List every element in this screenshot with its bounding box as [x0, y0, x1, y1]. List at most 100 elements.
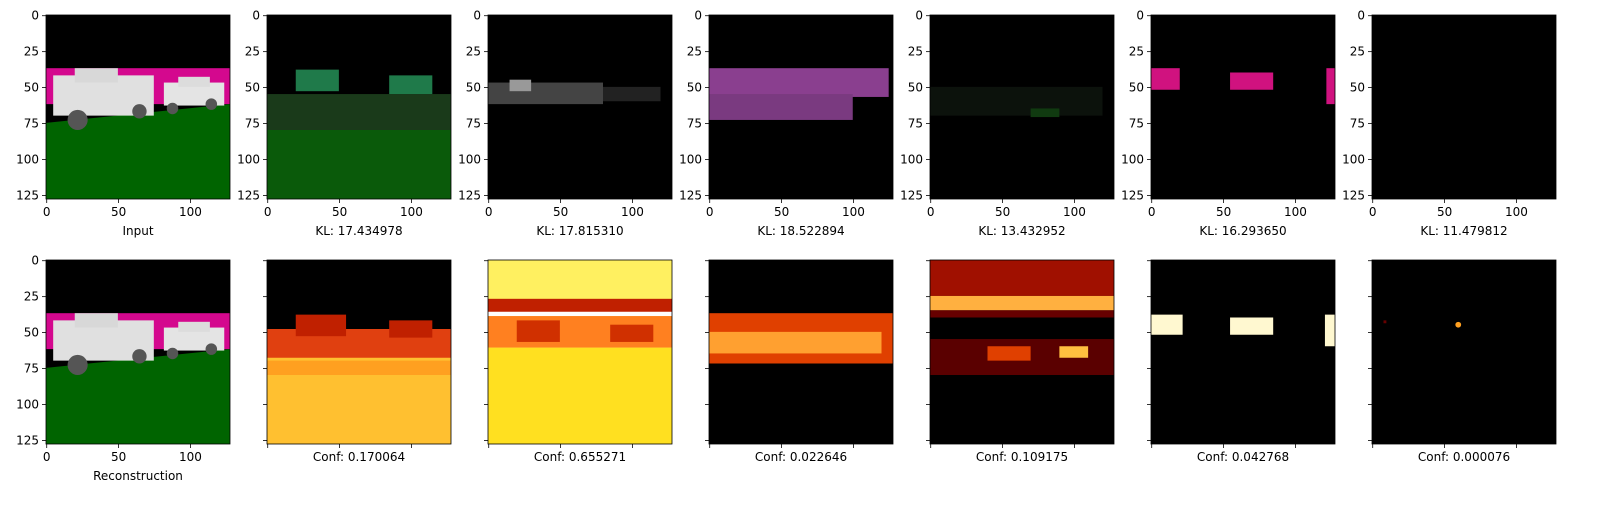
y-tick-label: 25: [1350, 45, 1365, 59]
y-tick-label: 50: [687, 81, 702, 95]
pixel-region: [205, 343, 218, 355]
pixel-region: [1230, 72, 1274, 90]
panel: 0 50 100 0 25 50 75 100 125 KL: 13.432952: [900, 9, 1115, 238]
y-tick-label: 50: [1350, 81, 1365, 95]
image: [1372, 15, 1556, 199]
y-tick-label: 75: [687, 117, 702, 131]
image: [930, 15, 1114, 199]
x-tick-label: 0: [706, 205, 714, 219]
panel: 0 50 100 0 25 50 75 100 125 KL: 18.522894: [679, 9, 894, 238]
x-tick-label: 50: [995, 205, 1010, 219]
x-axis-label: Conf: 0.022646: [755, 450, 847, 464]
pixel-region: [178, 321, 210, 332]
x-axis-label: Conf: 0.042768: [1197, 450, 1289, 464]
axes-frame: [487, 259, 673, 445]
pixel-region: [205, 98, 218, 110]
image: [267, 15, 451, 199]
x-tick-label: 100: [1063, 205, 1086, 219]
axes-frame: [1150, 259, 1336, 445]
y-tick-label: 0: [1357, 9, 1365, 23]
panel: Conf: 0.042768: [1147, 259, 1336, 464]
pixel-region: [930, 260, 1114, 296]
pixel-region: [1455, 321, 1462, 328]
axes-frame: [266, 259, 452, 445]
pixel-region: [295, 69, 339, 92]
panel: 0 50 100 0 25 50 75 100 125 KL: 17.815310: [458, 9, 673, 238]
pixel-region: [1372, 15, 1556, 199]
x-axis-label: KL: 18.522894: [757, 224, 844, 238]
pixel-region: [930, 310, 1114, 318]
pixel-region: [930, 86, 1103, 116]
y-tick-label: 0: [31, 9, 39, 23]
pixel-region: [1151, 68, 1180, 90]
image: [46, 260, 230, 444]
pixel-region: [1324, 314, 1335, 347]
panel: 0 50 100 0 25 50 75 100 125 KL: 11.479812: [1342, 9, 1557, 238]
x-tick-label: 100: [1284, 205, 1307, 219]
y-tick-label: 75: [466, 117, 481, 131]
y-tick-label: 100: [237, 152, 260, 166]
image: [1151, 15, 1335, 199]
axes-frame: [708, 14, 894, 200]
x-tick-label: 50: [1216, 205, 1231, 219]
x-tick-label: 100: [621, 205, 644, 219]
x-tick-label: 100: [179, 205, 202, 219]
x-tick-label: 0: [43, 450, 51, 464]
x-axis-label: KL: 11.479812: [1420, 224, 1507, 238]
pixel-region: [1030, 108, 1060, 118]
pixel-region: [267, 360, 451, 375]
x-axis-label: Input: [122, 224, 153, 238]
y-tick-label: 50: [24, 326, 39, 340]
y-tick-label: 25: [245, 45, 260, 59]
y-tick-label: 75: [24, 117, 39, 131]
image: [46, 15, 230, 199]
x-tick-label: 50: [332, 205, 347, 219]
y-tick-label: 25: [24, 45, 39, 59]
panel: 0 50 100 0 25 50 75 100 125 KL: 16.293650: [1121, 9, 1336, 238]
pixel-region: [488, 347, 672, 444]
y-tick-label: 100: [679, 152, 702, 166]
pixel-region: [389, 75, 433, 95]
image: [709, 15, 893, 199]
panel: 0 50 100 0 25 50 75 100 125 Reconstruction: [16, 254, 231, 483]
pixel-region: [178, 76, 210, 87]
x-tick-label: 100: [1505, 205, 1528, 219]
pixel-region: [1151, 15, 1335, 199]
y-tick-label: 100: [900, 152, 923, 166]
axes-frame: [1150, 14, 1336, 200]
pixel-region: [1059, 346, 1089, 358]
y-tick-label: 0: [473, 9, 481, 23]
pixel-region: [74, 68, 118, 83]
x-tick-label: 50: [1437, 205, 1452, 219]
x-axis-label: Conf: 0.000076: [1418, 450, 1510, 464]
axes-frame: [1371, 259, 1557, 445]
y-tick-label: 100: [1342, 152, 1365, 166]
y-tick-label: 125: [900, 188, 923, 202]
y-tick-label: 50: [466, 81, 481, 95]
pixel-region: [488, 298, 672, 314]
pixel-region: [1151, 260, 1335, 444]
y-tick-label: 0: [1136, 9, 1144, 23]
pixel-region: [488, 311, 672, 317]
pixel-region: [46, 104, 230, 199]
x-tick-label: 0: [927, 205, 935, 219]
y-tick-label: 25: [466, 45, 481, 59]
y-tick-label: 25: [24, 290, 39, 304]
y-tick-label: 100: [16, 152, 39, 166]
y-tick-label: 125: [16, 188, 39, 202]
y-tick-label: 50: [1129, 81, 1144, 95]
pixel-region: [1372, 260, 1556, 444]
y-tick-label: 50: [24, 81, 39, 95]
pixel-region: [709, 331, 882, 354]
pixel-region: [74, 313, 118, 328]
x-axis-label: KL: 13.432952: [978, 224, 1065, 238]
pixel-region: [46, 349, 230, 444]
pixel-region: [166, 102, 179, 115]
y-tick-label: 0: [252, 9, 260, 23]
image: [1151, 260, 1335, 444]
pixel-region: [509, 79, 532, 92]
image: [1372, 260, 1556, 444]
